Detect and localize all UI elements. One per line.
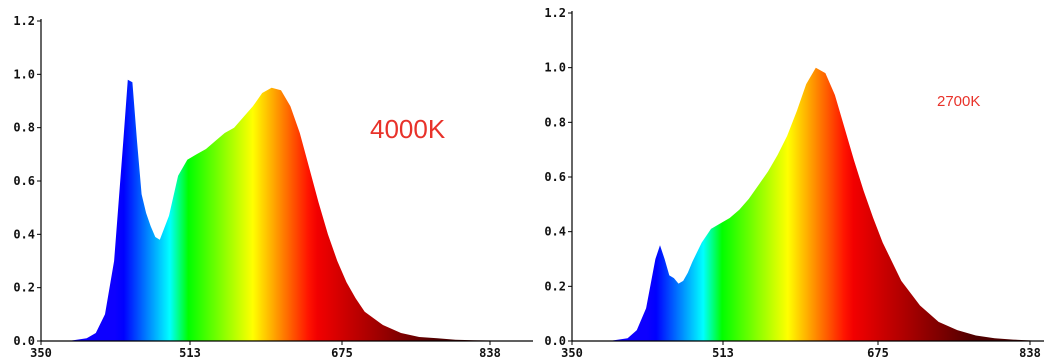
y-tick-label: 1.2 <box>13 14 35 28</box>
x-tick-label: 675 <box>331 346 353 360</box>
cct-annotation: 4000K <box>370 114 446 144</box>
spectrum-area <box>41 79 520 341</box>
y-tick-label: 0.6 <box>13 174 35 188</box>
y-tick-label: 0.4 <box>13 227 35 241</box>
x-tick-label: 350 <box>561 346 583 360</box>
x-tick-label: 513 <box>712 346 734 360</box>
x-tick-label: 838 <box>1019 346 1041 360</box>
y-tick-label: 0.2 <box>544 279 566 293</box>
y-tick-label: 0.6 <box>544 170 566 184</box>
x-tick-label: 513 <box>179 346 201 360</box>
y-tick-label: 1.0 <box>544 61 566 75</box>
y-tick-label: 0.2 <box>13 281 35 295</box>
y-tick-label: 0.0 <box>13 334 35 348</box>
y-tick-label: 0.8 <box>544 115 566 129</box>
cct-annotation: 2700K <box>937 93 980 110</box>
y-tick-label: 1.0 <box>13 67 35 81</box>
x-tick-label: 675 <box>867 346 889 360</box>
y-tick-label: 0.0 <box>544 334 566 348</box>
y-tick-label: 0.4 <box>544 225 566 239</box>
y-tick-label: 0.8 <box>13 121 35 135</box>
x-tick-label: 838 <box>479 346 501 360</box>
spectrum-area <box>572 67 1042 341</box>
panel-2700k: 0.0 0.2 0.4 0.6 0.8 1.0 1.2 350 513 675 838 2700K <box>544 6 1044 360</box>
y-tick-label: 1.2 <box>544 6 566 20</box>
panel-4000k: 0.0 0.2 0.4 0.6 0.8 1.0 1.2 350 513 675 838 4000K <box>13 14 533 360</box>
x-tick-label: 350 <box>30 346 52 360</box>
